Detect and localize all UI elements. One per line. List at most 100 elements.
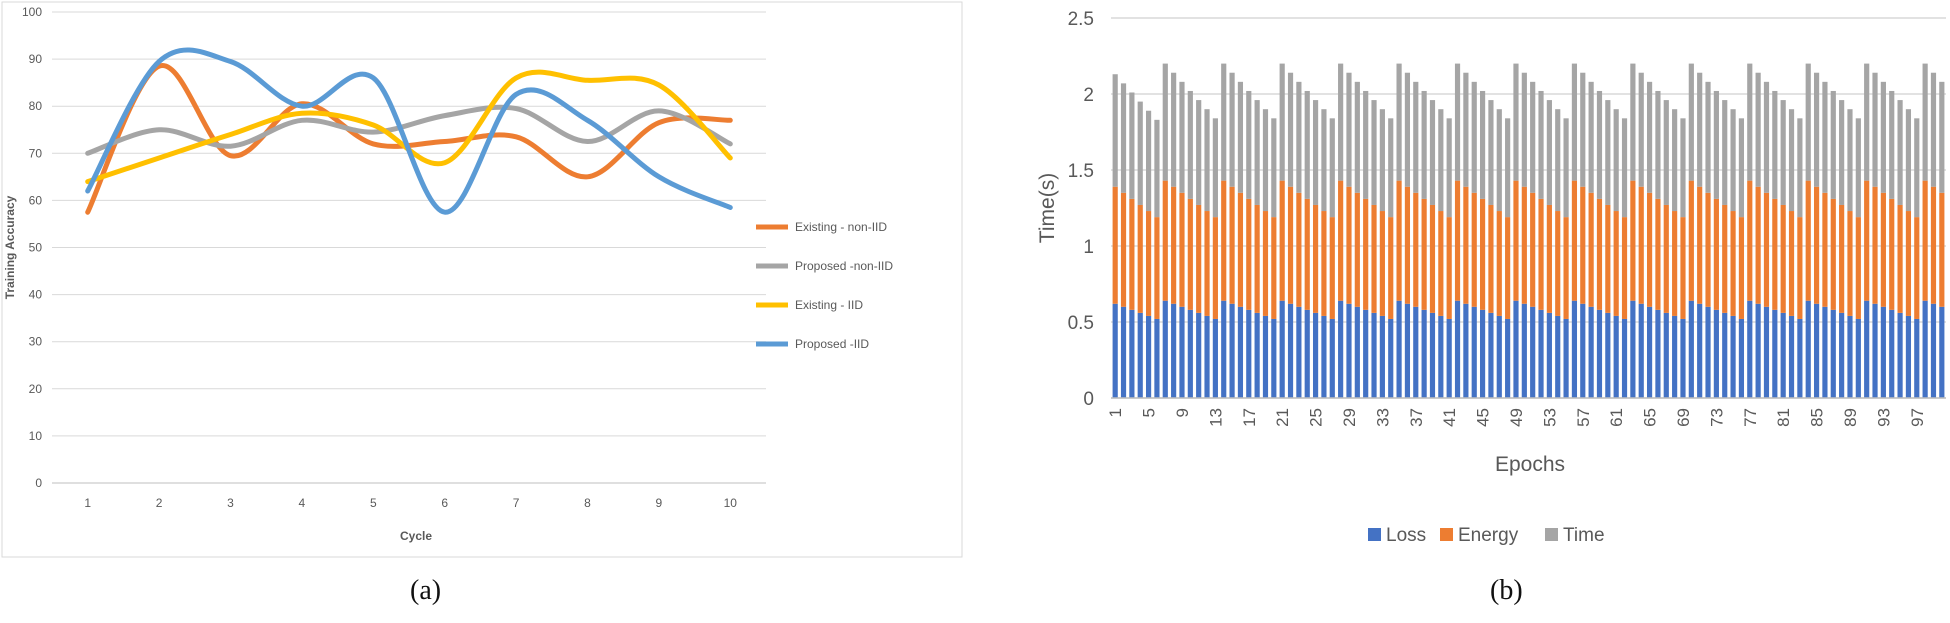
chart-b-bar-energy — [1555, 211, 1561, 316]
chart-b-bar-time — [1413, 81, 1419, 193]
chart-b-bar-time — [1438, 109, 1444, 212]
chart-b-bar-time — [1621, 118, 1628, 218]
chart-b-bar-loss — [1905, 315, 1912, 398]
chart-b-bar-energy — [1930, 186, 1937, 304]
chart-b-bar-time — [1363, 90, 1369, 199]
chart-b-bar-energy — [1463, 186, 1469, 304]
chart-b-bar-energy — [1329, 217, 1335, 319]
chart-b-bar-time — [1605, 100, 1611, 205]
chart-b-xtick-label: 69 — [1674, 408, 1693, 427]
chart-b-bar-time — [1713, 90, 1719, 199]
chart-a-ytick-label: 90 — [29, 52, 43, 66]
chart-b-bar-time — [1237, 81, 1244, 193]
chart-b-bar-time — [1797, 118, 1803, 218]
chart-a-xtick-label: 9 — [656, 496, 663, 510]
chart-b-bar-energy — [1813, 186, 1820, 304]
chart-b-bar-loss — [1463, 303, 1469, 398]
chart-b-xtick-label: 29 — [1340, 408, 1359, 427]
chart-b-bar-loss — [1872, 303, 1878, 398]
chart-b-bar-time — [1697, 72, 1703, 187]
chart-b-bar-energy — [1221, 180, 1227, 301]
chart-b-bar-energy — [1187, 198, 1193, 310]
chart-b-bar-time — [1680, 118, 1686, 218]
chart-b-bar-time — [1496, 109, 1502, 212]
chart-b-bar-loss — [1154, 318, 1160, 398]
chart-b-bar-loss — [1413, 306, 1419, 398]
chart-b-bar-energy — [1864, 180, 1870, 301]
chart-b-bar-time — [1463, 72, 1469, 187]
chart-a-ytick-label: 60 — [29, 193, 43, 207]
chart-b-bar-time — [1404, 72, 1411, 187]
chart-b-bar-energy — [1488, 204, 1494, 313]
chart-b-bar-time — [1304, 90, 1310, 199]
chart-b-bar-time — [1488, 100, 1494, 205]
chart-a-ytick-label: 100 — [22, 5, 42, 19]
chart-b-bar-energy — [1237, 192, 1244, 307]
chart-b-xtick-label: 57 — [1574, 408, 1593, 427]
chart-b-bar-time — [1813, 72, 1820, 187]
chart-b-bar-loss — [1505, 318, 1511, 398]
chart-b-bar-energy — [1905, 211, 1912, 316]
chart-b-bar-time — [1338, 63, 1344, 181]
chart-b-bar-loss — [1204, 315, 1210, 398]
chart-b-bar-energy — [1822, 192, 1828, 307]
chart-b-xtick-label: 81 — [1774, 408, 1793, 427]
chart-b-bar-energy — [1471, 192, 1477, 307]
chart-b-bar-energy — [1914, 217, 1920, 319]
chart-b-ytick-label: 0 — [1083, 389, 1094, 410]
chart-b-bar-time — [1379, 109, 1385, 212]
chart-b-xtick-label: 53 — [1540, 408, 1559, 427]
chart-a-ytick-label: 0 — [35, 476, 42, 490]
chart-b-bar-loss — [1788, 315, 1795, 398]
chart-b-epoch-time: 0 0.5 1 1.5 2 2.5 1 5 9 13 17 21 25 29 33 37 41 45 49 53 57 6… — [1036, 9, 1946, 546]
chart-b-bar-energy — [1763, 192, 1770, 307]
chart-b-bar-energy — [1672, 211, 1678, 316]
chart-b-bar-loss — [1730, 315, 1736, 398]
chart-b-bar-loss — [1346, 303, 1352, 398]
chart-b-bar-loss — [1705, 306, 1711, 398]
chart-a-xtick-label: 3 — [227, 496, 234, 510]
chart-a-ytick-label: 50 — [29, 241, 43, 255]
chart-b-bar-energy — [1680, 217, 1686, 319]
chart-b-bar-energy — [1154, 217, 1160, 319]
chart-b-bar-time — [1705, 81, 1711, 193]
chart-b-bar-energy — [1312, 204, 1319, 313]
chart-b-bar-time — [1780, 100, 1786, 205]
chart-b-bar-energy — [1563, 217, 1569, 319]
chart-b-bar-energy — [1212, 217, 1218, 319]
chart-b-bar-loss — [1496, 315, 1502, 398]
chart-b-bar-time — [1822, 81, 1828, 193]
chart-b-bar-loss — [1780, 312, 1786, 398]
chart-b-bar-loss — [1229, 303, 1235, 398]
chart-b-bar-time — [1279, 63, 1285, 181]
chart-a-ytick-label: 10 — [29, 429, 43, 443]
chart-b-bar-time — [1747, 63, 1753, 181]
chart-b-bar-time — [1162, 63, 1168, 181]
chart-b-bar-loss — [1763, 306, 1770, 398]
chart-b-legend-swatch — [1440, 528, 1453, 541]
chart-b-bar-loss — [1479, 309, 1486, 398]
chart-b-bar-time — [1772, 90, 1778, 199]
chart-b-bar-loss — [1371, 312, 1377, 398]
chart-b-bar-loss — [1254, 312, 1260, 398]
chart-b-bar-energy — [1738, 217, 1745, 319]
chart-a-xtick-label: 4 — [299, 496, 306, 510]
chart-b-bar-loss — [1521, 303, 1527, 398]
chart-b-bar-loss — [1722, 312, 1728, 398]
chart-a-legend-label: Existing - non-IID — [795, 220, 887, 234]
chart-b-bar-time — [1930, 72, 1937, 187]
chart-b-xtick-label: 17 — [1240, 408, 1259, 427]
chart-b-legend-label: Loss — [1386, 525, 1426, 546]
chart-b-bar-time — [1730, 109, 1736, 212]
chart-b-bar-loss — [1914, 318, 1920, 398]
chart-b-bar-time — [1196, 100, 1202, 205]
chart-b-bar-time — [1555, 109, 1561, 212]
chart-b-bar-loss — [1279, 300, 1285, 398]
chart-b-bar-time — [1538, 90, 1544, 199]
chart-b-bar-loss — [1663, 312, 1669, 398]
chart-b-xaxis-title: Epochs — [1495, 453, 1565, 476]
chart-b-bar-energy — [1338, 180, 1344, 301]
chart-b-bar-loss — [1171, 303, 1177, 398]
chart-b-bar-energy — [1755, 186, 1761, 304]
chart-b-bar-energy — [1546, 204, 1552, 313]
